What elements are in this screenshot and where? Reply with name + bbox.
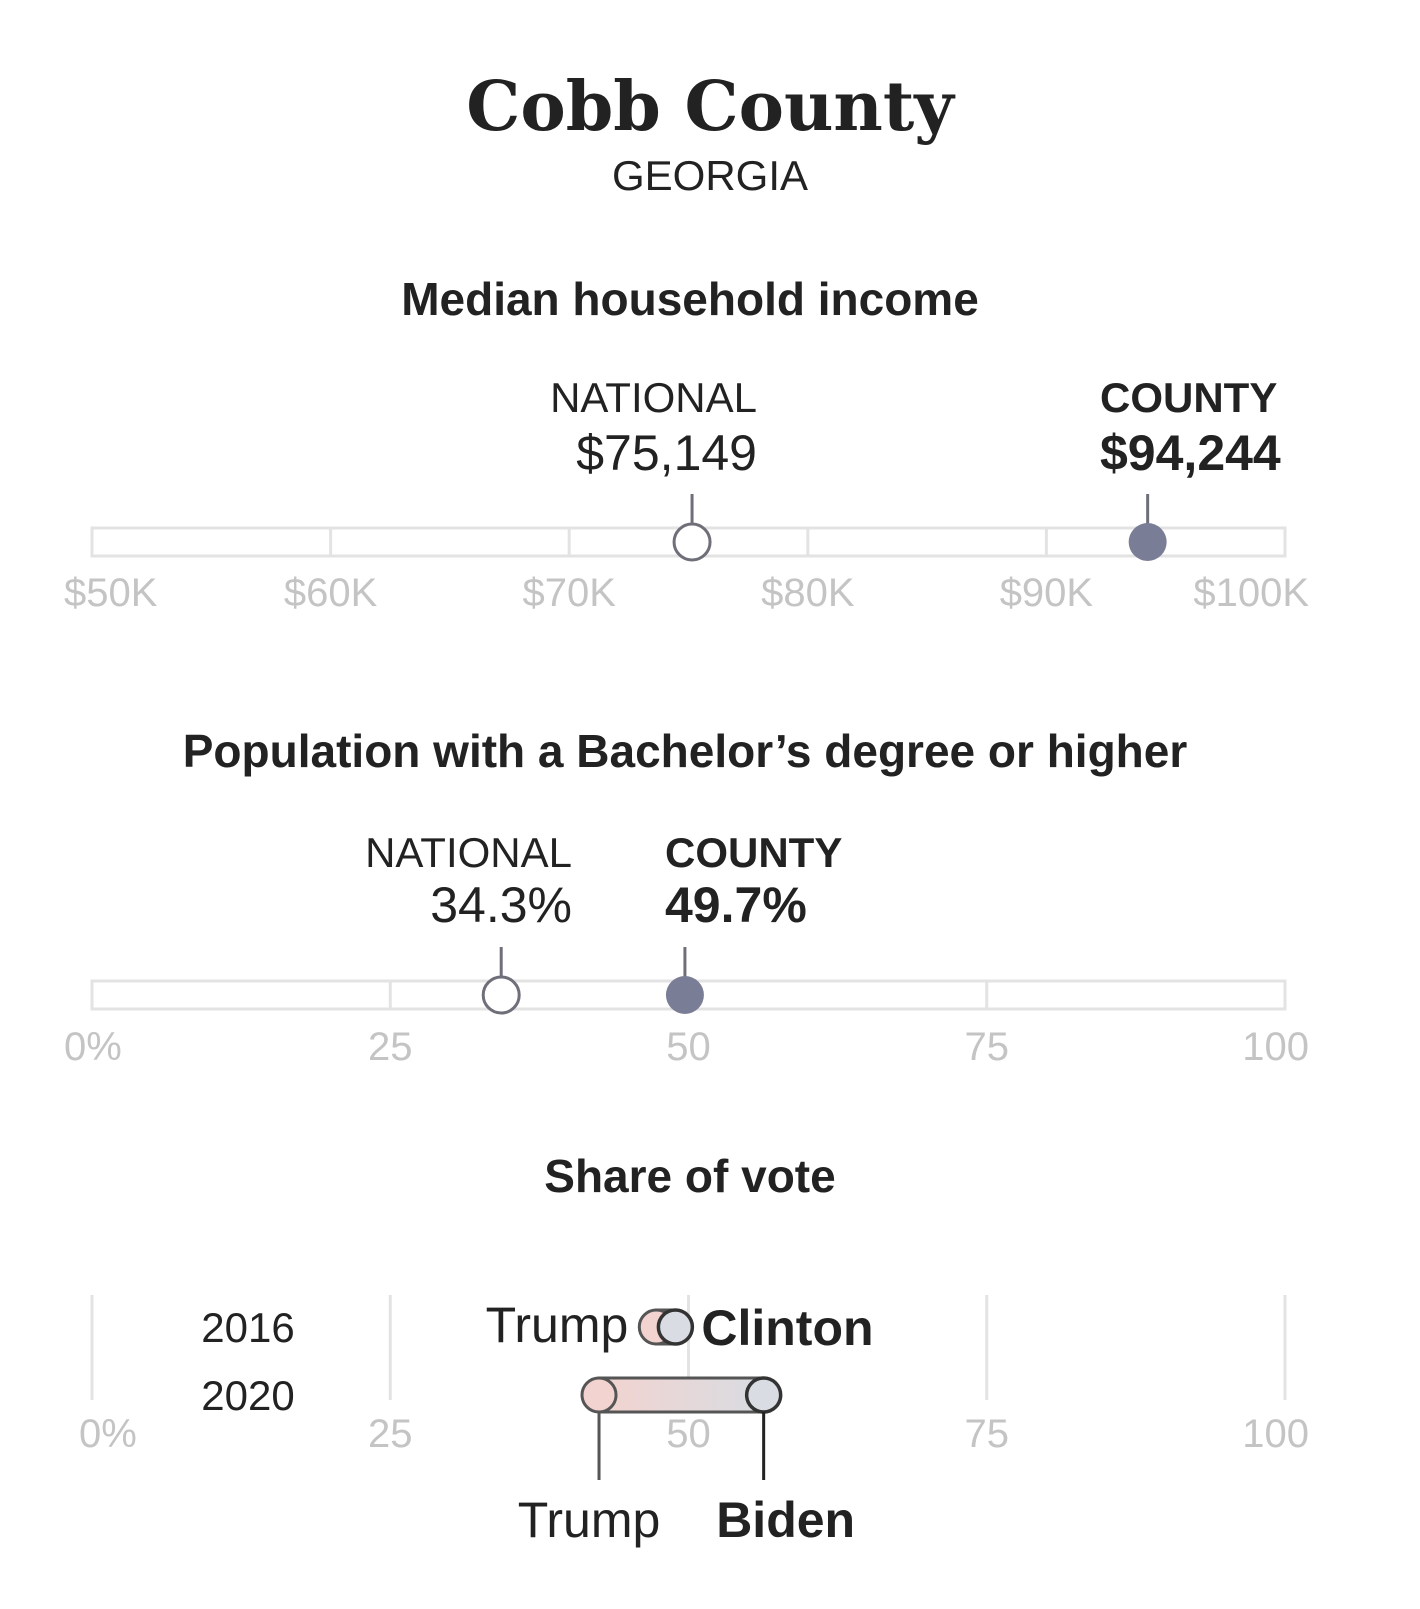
vote-rep-label-2020: Trump <box>518 1492 661 1548</box>
income-chart-title: Median household income <box>401 273 979 325</box>
income-county-value: $94,244 <box>1100 425 1281 481</box>
vote-dem-label-2020: Biden <box>716 1492 855 1548</box>
education-national-label: NATIONAL <box>365 829 572 876</box>
education-national-dot <box>481 975 521 1015</box>
education-tick-label: 0% <box>64 1025 122 1069</box>
income-county-dot <box>1128 523 1167 561</box>
income-tick-label: $100K <box>1193 571 1309 615</box>
income-tick-label: $90K <box>1000 571 1094 615</box>
page-title: Cobb County <box>466 67 956 147</box>
income-national-dot <box>672 522 712 562</box>
income-tick-label: $50K <box>64 571 158 615</box>
vote-dot-dem-2016 <box>656 1308 695 1346</box>
education-tick-label: 100 <box>1242 1025 1309 1069</box>
income-national-label: NATIONAL <box>550 374 757 421</box>
vote-year-label: 2016 <box>201 1304 294 1351</box>
vote-year-label: 2020 <box>201 1372 294 1419</box>
vote-bar-2020 <box>597 1376 766 1414</box>
income-tick-label: $70K <box>522 571 616 615</box>
income-tick-label: $80K <box>761 571 855 615</box>
income-tick-label: $60K <box>284 571 378 615</box>
education-tick-label: 50 <box>666 1025 711 1069</box>
vote-dot-dem-2020 <box>744 1376 783 1414</box>
vote-share-chart: Share of vote 0% 25 50 75 100 2016 Trump Clinto… <box>79 1150 1309 1548</box>
page-subtitle: GEORGIA <box>612 152 808 199</box>
vote-dot-rep-2020 <box>580 1376 618 1414</box>
vote-tick-label: 100 <box>1242 1412 1309 1456</box>
vote-rep-label-2016: Trump <box>486 1297 629 1353</box>
income-chart: Median household income $50K $60K $70K $80K… <box>64 273 1309 615</box>
vote-tick-label: 75 <box>965 1412 1010 1456</box>
vote-tick-label: 25 <box>368 1412 413 1456</box>
income-national-value: $75,149 <box>576 425 757 481</box>
education-county-dot <box>665 976 704 1014</box>
vote-chart-title: Share of vote <box>544 1150 835 1202</box>
vote-tick-label: 50 <box>666 1412 711 1456</box>
vote-dem-label-2016: Clinton <box>701 1300 873 1356</box>
education-chart: Population with a Bachelor’s degree or h… <box>64 725 1309 1069</box>
education-county-label: COUNTY <box>665 829 842 876</box>
education-national-value: 34.3% <box>430 877 572 933</box>
education-chart-title: Population with a Bachelor’s degree or h… <box>183 725 1188 777</box>
education-tick-label: 25 <box>368 1025 413 1069</box>
income-county-label: COUNTY <box>1100 374 1277 421</box>
education-county-value: 49.7% <box>665 877 807 933</box>
vote-tick-label: 0% <box>79 1412 137 1456</box>
education-tick-label: 75 <box>965 1025 1010 1069</box>
